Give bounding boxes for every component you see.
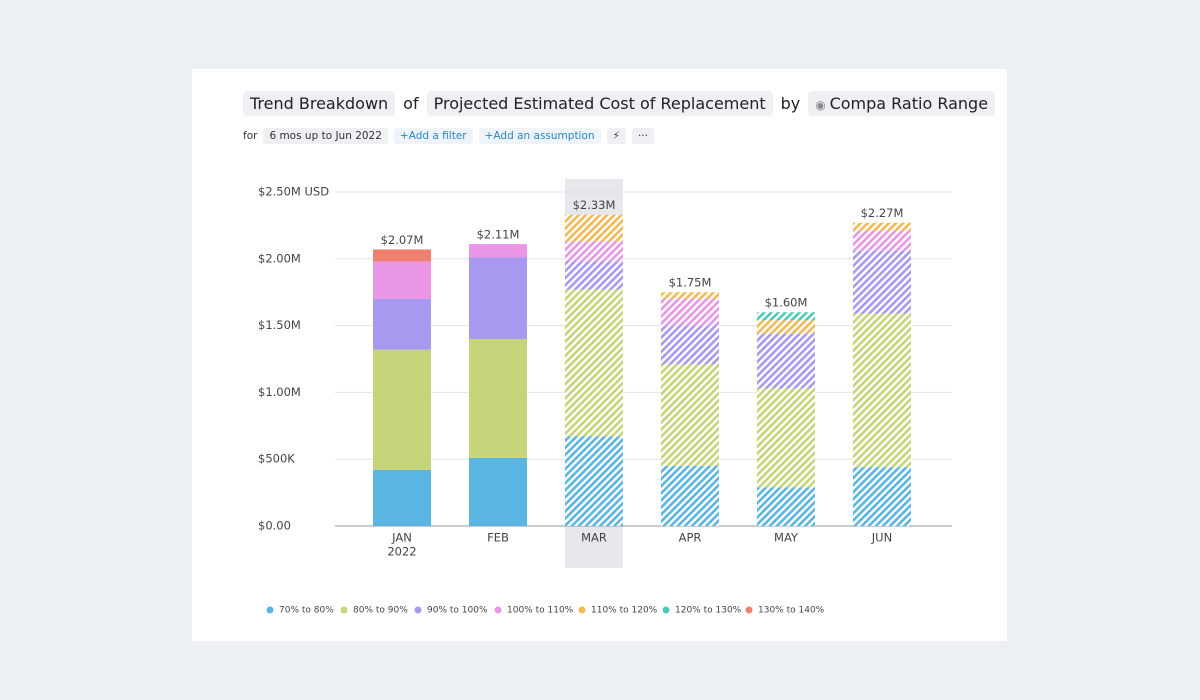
bar-segment bbox=[757, 388, 815, 488]
legend-dot bbox=[340, 606, 348, 614]
bar-segment bbox=[757, 487, 815, 526]
legend-dot bbox=[578, 606, 586, 614]
bar-segment bbox=[661, 298, 719, 326]
bar-segment bbox=[469, 244, 527, 258]
x-tick-label: APR bbox=[679, 531, 702, 545]
total-label: $2.27M bbox=[861, 206, 904, 220]
bar-segment bbox=[373, 261, 431, 299]
y-tick-label: $0.00 bbox=[258, 519, 291, 533]
total-label: $2.33M bbox=[573, 198, 616, 212]
legend-label: 90% to 100% bbox=[427, 606, 488, 616]
bar-segment bbox=[469, 338, 527, 458]
bar-segment bbox=[565, 289, 623, 437]
bar-segment bbox=[373, 469, 431, 526]
legend-label: 70% to 80% bbox=[279, 606, 334, 616]
x-year-label: 2022 bbox=[387, 545, 416, 559]
total-label: $1.75M bbox=[669, 276, 712, 290]
bar-segment bbox=[565, 261, 623, 290]
title-word: by bbox=[780, 94, 801, 113]
add-filter[interactable]: +Add a filter bbox=[393, 128, 473, 144]
legend-label: 110% to 120% bbox=[591, 606, 658, 616]
bar-segment bbox=[373, 349, 431, 470]
legend-label: 120% to 130% bbox=[675, 606, 742, 616]
y-tick-label: $1.50M bbox=[258, 318, 301, 332]
legend-dot bbox=[266, 606, 274, 614]
eye-icon: ◉ bbox=[815, 98, 830, 112]
legend-label: 100% to 110% bbox=[507, 606, 574, 616]
bar-segment bbox=[661, 465, 719, 526]
bar-segment bbox=[853, 222, 911, 231]
action-text: Add an assumption bbox=[493, 130, 595, 142]
bar-segment bbox=[853, 467, 911, 526]
legend-label: 80% to 90% bbox=[353, 606, 408, 616]
legend-dot bbox=[414, 606, 422, 614]
bar-segment bbox=[469, 457, 527, 526]
bar-segment bbox=[757, 320, 815, 334]
bar-segment bbox=[661, 292, 719, 299]
bar-segment bbox=[469, 257, 527, 339]
total-label: $1.60M bbox=[765, 296, 808, 310]
bar-segment bbox=[661, 325, 719, 365]
x-tick-label: JUN bbox=[871, 531, 892, 545]
legend-dot bbox=[745, 606, 753, 614]
bar-segment bbox=[565, 436, 623, 526]
bar-segment bbox=[373, 298, 431, 350]
title-word: of bbox=[403, 94, 419, 113]
bolt-button[interactable]: ⚡ bbox=[606, 128, 626, 144]
total-label: $2.07M bbox=[381, 233, 424, 247]
header: Trend Breakdown of Projected Estimated C… bbox=[243, 91, 996, 116]
y-tick-label: $1.00M bbox=[258, 385, 301, 399]
x-tick-label: JAN bbox=[391, 531, 412, 545]
bar-segment bbox=[853, 250, 911, 314]
title-text: Compa Ratio Range bbox=[829, 94, 989, 113]
legend-label: 130% to 140% bbox=[758, 606, 825, 616]
bar-segment bbox=[661, 364, 719, 466]
y-tick-label: $2.00M bbox=[258, 251, 301, 265]
filter-label: for bbox=[243, 130, 258, 142]
y-tick-label: $500K bbox=[258, 452, 295, 466]
action-text: Add a filter bbox=[408, 130, 467, 142]
title-pill[interactable]: ◉ Compa Ratio Range bbox=[808, 91, 996, 116]
add-assumption[interactable]: +Add an assumption bbox=[478, 128, 601, 144]
bar-segment bbox=[565, 214, 623, 242]
bar-segment bbox=[565, 241, 623, 262]
legend-dot bbox=[662, 606, 670, 614]
more-button[interactable]: ··· bbox=[631, 128, 654, 144]
y-tick-label: $2.50M USD bbox=[258, 185, 329, 199]
x-tick-label: MAY bbox=[774, 531, 799, 545]
x-tick-label: FEB bbox=[487, 531, 509, 545]
bar-segment bbox=[757, 312, 815, 321]
period-pill[interactable]: 6 mos up to Jun 2022 bbox=[263, 128, 388, 144]
x-tick-label: MAR bbox=[581, 531, 607, 545]
legend-dot bbox=[494, 606, 502, 614]
total-label: $2.11M bbox=[477, 228, 520, 242]
bar-segment bbox=[757, 333, 815, 389]
subheader: for 6 mos up to Jun 2022 +Add a filter +… bbox=[243, 128, 654, 144]
title-pill[interactable]: Trend Breakdown bbox=[243, 91, 396, 116]
bar-segment bbox=[853, 230, 911, 251]
bar-segment bbox=[853, 313, 911, 468]
title-pill[interactable]: Projected Estimated Cost of Replacement bbox=[426, 91, 773, 116]
bar-segment bbox=[373, 249, 431, 262]
